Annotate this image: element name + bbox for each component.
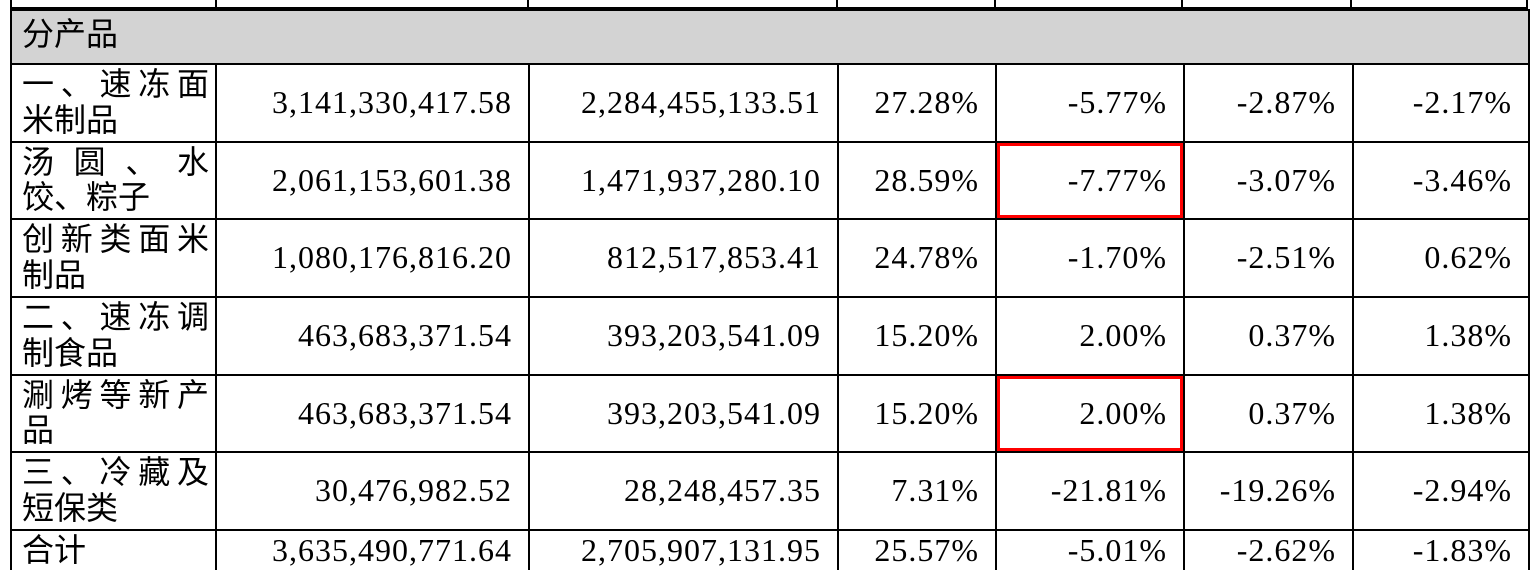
partial-cell bbox=[217, 0, 530, 7]
cell-gross-margin: 28.59% bbox=[837, 140, 997, 221]
section-header-label: 分产品 bbox=[10, 9, 1530, 65]
table-row: 创新类面米制品 1,080,176,816.20 812,517,853.41 … bbox=[10, 218, 1530, 298]
partial-cell bbox=[838, 0, 996, 7]
cell-value: 2.00% bbox=[1079, 394, 1167, 431]
cell-margin-yoy: 0.62% bbox=[1352, 218, 1530, 298]
cell-cost-yoy: 0.37% bbox=[1183, 373, 1354, 454]
cell-margin-yoy: -2.17% bbox=[1352, 63, 1530, 143]
cell-revenue-yoy: -1.70% bbox=[995, 218, 1185, 298]
cell-value: -7.77% bbox=[1067, 161, 1167, 198]
cell-revenue-yoy: -5.77% bbox=[995, 63, 1185, 143]
cell-gross-margin: 25.57% bbox=[837, 528, 997, 570]
cell-gross-margin: 24.78% bbox=[837, 218, 997, 298]
partial-cell bbox=[996, 0, 1184, 7]
table-row-total: 合计 3,635,490,771.64 2,705,907,131.95 25.… bbox=[10, 528, 1530, 570]
cell-revenue: 463,683,371.54 bbox=[215, 373, 530, 454]
partial-cell bbox=[1183, 0, 1353, 7]
cell-product-name: 合计 bbox=[10, 528, 217, 570]
cell-revenue: 3,635,490,771.64 bbox=[215, 528, 530, 570]
cell-cost: 2,705,907,131.95 bbox=[528, 528, 839, 570]
cell-revenue: 1,080,176,816.20 bbox=[215, 218, 530, 298]
section-header-row: 分产品 bbox=[10, 9, 1530, 65]
table-row: 涮烤等新产品 463,683,371.54 393,203,541.09 15.… bbox=[10, 373, 1530, 454]
cell-revenue-yoy: -7.77% bbox=[995, 140, 1185, 221]
cell-cost-yoy: -3.07% bbox=[1183, 140, 1354, 221]
cell-product-name: 三、冷藏及短保类 bbox=[10, 451, 217, 531]
cell-cost: 812,517,853.41 bbox=[528, 218, 839, 298]
cell-cost-yoy: 0.37% bbox=[1183, 295, 1354, 376]
cell-cost-yoy: -19.26% bbox=[1183, 451, 1354, 531]
cell-margin-yoy: -3.46% bbox=[1352, 140, 1530, 221]
cell-revenue-yoy: -5.01% bbox=[995, 528, 1185, 570]
cell-cost: 28,248,457.35 bbox=[528, 451, 839, 531]
cell-cost: 1,471,937,280.10 bbox=[528, 140, 839, 221]
data-table: 分产品 一、速冻面米制品 3,141,330,417.58 2,284,455,… bbox=[10, 9, 1530, 570]
product-breakdown-table: 分产品 一、速冻面米制品 3,141,330,417.58 2,284,455,… bbox=[10, 0, 1530, 570]
cell-margin-yoy: 1.38% bbox=[1352, 295, 1530, 376]
cell-margin-yoy: 1.38% bbox=[1352, 373, 1530, 454]
cell-margin-yoy: -2.94% bbox=[1352, 451, 1530, 531]
cell-revenue: 2,061,153,601.38 bbox=[215, 140, 530, 221]
cell-cost-yoy: -2.51% bbox=[1183, 218, 1354, 298]
cell-product-name: 一、速冻面米制品 bbox=[10, 63, 217, 143]
partial-row-top bbox=[10, 0, 1529, 9]
cell-product-name: 汤圆、水饺、粽子 bbox=[10, 140, 217, 221]
cell-gross-margin: 7.31% bbox=[837, 451, 997, 531]
table-row: 汤圆、水饺、粽子 2,061,153,601.38 1,471,937,280.… bbox=[10, 140, 1530, 221]
cell-revenue-yoy: -21.81% bbox=[995, 451, 1185, 531]
cell-product-name: 二、速冻调制食品 bbox=[10, 295, 217, 376]
table-row: 二、速冻调制食品 463,683,371.54 393,203,541.09 1… bbox=[10, 295, 1530, 376]
cell-cost-yoy: -2.62% bbox=[1183, 528, 1354, 570]
partial-cell bbox=[1352, 0, 1529, 7]
cell-revenue: 463,683,371.54 bbox=[215, 295, 530, 376]
partial-cell bbox=[529, 0, 838, 7]
cell-gross-margin: 15.20% bbox=[837, 295, 997, 376]
partial-cell bbox=[12, 0, 217, 7]
cell-margin-yoy: -1.83% bbox=[1352, 528, 1530, 570]
cell-cost: 2,284,455,133.51 bbox=[528, 63, 839, 143]
cell-cost: 393,203,541.09 bbox=[528, 373, 839, 454]
cell-revenue: 3,141,330,417.58 bbox=[215, 63, 530, 143]
cell-cost-yoy: -2.87% bbox=[1183, 63, 1354, 143]
table-row: 三、冷藏及短保类 30,476,982.52 28,248,457.35 7.3… bbox=[10, 451, 1530, 531]
cell-gross-margin: 27.28% bbox=[837, 63, 997, 143]
cell-revenue-yoy: 2.00% bbox=[995, 295, 1185, 376]
table-row: 一、速冻面米制品 3,141,330,417.58 2,284,455,133.… bbox=[10, 63, 1530, 143]
cell-revenue-yoy: 2.00% bbox=[995, 373, 1185, 454]
cell-revenue: 30,476,982.52 bbox=[215, 451, 530, 531]
cell-cost: 393,203,541.09 bbox=[528, 295, 839, 376]
cell-product-name: 涮烤等新产品 bbox=[10, 373, 217, 454]
cell-product-name: 创新类面米制品 bbox=[10, 218, 217, 298]
cell-gross-margin: 15.20% bbox=[837, 373, 997, 454]
